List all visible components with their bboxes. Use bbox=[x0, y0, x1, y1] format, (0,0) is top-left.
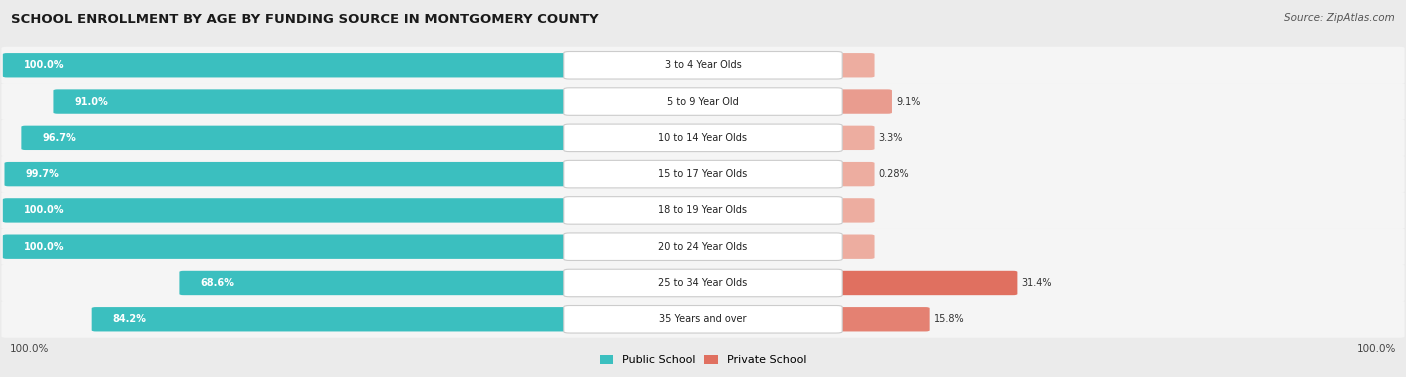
Text: 3.3%: 3.3% bbox=[879, 133, 903, 143]
FancyBboxPatch shape bbox=[564, 269, 842, 297]
Text: 100.0%: 100.0% bbox=[1357, 344, 1396, 354]
Text: 100.0%: 100.0% bbox=[10, 344, 49, 354]
FancyBboxPatch shape bbox=[564, 305, 842, 333]
Text: SCHOOL ENROLLMENT BY AGE BY FUNDING SOURCE IN MONTGOMERY COUNTY: SCHOOL ENROLLMENT BY AGE BY FUNDING SOUR… bbox=[11, 13, 599, 26]
FancyBboxPatch shape bbox=[3, 234, 574, 259]
Text: 31.4%: 31.4% bbox=[1022, 278, 1052, 288]
FancyBboxPatch shape bbox=[4, 162, 574, 186]
Legend: Public School, Private School: Public School, Private School bbox=[595, 350, 811, 369]
FancyBboxPatch shape bbox=[832, 89, 891, 114]
FancyBboxPatch shape bbox=[1, 228, 1405, 265]
FancyBboxPatch shape bbox=[564, 52, 842, 79]
FancyBboxPatch shape bbox=[832, 271, 1018, 295]
FancyBboxPatch shape bbox=[1, 265, 1405, 302]
FancyBboxPatch shape bbox=[564, 197, 842, 224]
Text: 35 Years and over: 35 Years and over bbox=[659, 314, 747, 324]
Text: 68.6%: 68.6% bbox=[201, 278, 235, 288]
Text: 100.0%: 100.0% bbox=[24, 60, 65, 70]
Text: 99.7%: 99.7% bbox=[25, 169, 59, 179]
Text: Source: ZipAtlas.com: Source: ZipAtlas.com bbox=[1284, 13, 1395, 23]
FancyBboxPatch shape bbox=[564, 160, 842, 188]
FancyBboxPatch shape bbox=[21, 126, 574, 150]
FancyBboxPatch shape bbox=[564, 88, 842, 115]
Text: 9.1%: 9.1% bbox=[896, 97, 921, 107]
FancyBboxPatch shape bbox=[1, 192, 1405, 229]
Text: 91.0%: 91.0% bbox=[75, 97, 108, 107]
FancyBboxPatch shape bbox=[91, 307, 574, 331]
FancyBboxPatch shape bbox=[1, 301, 1405, 338]
Text: 25 to 34 Year Olds: 25 to 34 Year Olds bbox=[658, 278, 748, 288]
FancyBboxPatch shape bbox=[3, 198, 574, 222]
Text: 15 to 17 Year Olds: 15 to 17 Year Olds bbox=[658, 169, 748, 179]
Text: 3 to 4 Year Olds: 3 to 4 Year Olds bbox=[665, 60, 741, 70]
FancyBboxPatch shape bbox=[180, 271, 574, 295]
Text: 96.7%: 96.7% bbox=[42, 133, 76, 143]
Text: 100.0%: 100.0% bbox=[24, 242, 65, 252]
Text: 10 to 14 Year Olds: 10 to 14 Year Olds bbox=[658, 133, 748, 143]
FancyBboxPatch shape bbox=[564, 233, 842, 261]
Text: 84.2%: 84.2% bbox=[112, 314, 146, 324]
FancyBboxPatch shape bbox=[832, 53, 875, 77]
FancyBboxPatch shape bbox=[1, 83, 1405, 120]
FancyBboxPatch shape bbox=[1, 156, 1405, 193]
FancyBboxPatch shape bbox=[832, 198, 875, 222]
FancyBboxPatch shape bbox=[1, 119, 1405, 156]
FancyBboxPatch shape bbox=[832, 126, 875, 150]
FancyBboxPatch shape bbox=[832, 234, 875, 259]
Text: 5 to 9 Year Old: 5 to 9 Year Old bbox=[666, 97, 740, 107]
FancyBboxPatch shape bbox=[832, 162, 875, 186]
FancyBboxPatch shape bbox=[832, 307, 929, 331]
Text: 18 to 19 Year Olds: 18 to 19 Year Olds bbox=[658, 205, 748, 215]
Text: 100.0%: 100.0% bbox=[24, 205, 65, 215]
Text: 15.8%: 15.8% bbox=[934, 314, 965, 324]
FancyBboxPatch shape bbox=[1, 47, 1405, 84]
Text: 0.28%: 0.28% bbox=[879, 169, 910, 179]
FancyBboxPatch shape bbox=[3, 53, 574, 77]
FancyBboxPatch shape bbox=[564, 124, 842, 152]
Text: 20 to 24 Year Olds: 20 to 24 Year Olds bbox=[658, 242, 748, 252]
FancyBboxPatch shape bbox=[53, 89, 574, 114]
